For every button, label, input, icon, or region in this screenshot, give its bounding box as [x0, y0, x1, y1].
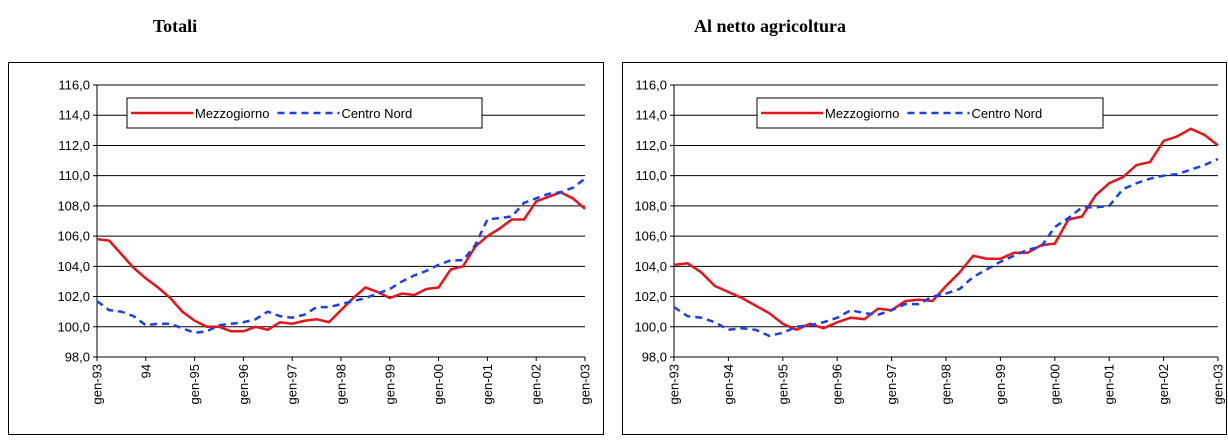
y-tick-label: 104,0: [634, 259, 667, 274]
x-tick-label: gen-03: [1211, 364, 1226, 404]
y-tick-label: 108,0: [634, 198, 667, 213]
x-tick-label: gen-00: [431, 364, 446, 404]
x-tick-label: gen-01: [480, 364, 495, 404]
y-tick-label: 102,0: [634, 289, 667, 304]
panel-frame: [8, 62, 604, 435]
y-tick-label: 98,0: [642, 350, 667, 365]
data-line: [673, 127, 1219, 332]
x-tick-label: gen-97: [884, 364, 899, 404]
x-tick-label: gen-03: [578, 364, 593, 404]
x-tick-label: gen-02: [529, 364, 544, 404]
chart-title: Al netto agricoltura: [694, 16, 846, 36]
x-tick-label: gen-97: [285, 364, 300, 404]
y-tick-label: 108,0: [57, 198, 90, 213]
y-tick-label: 98,0: [65, 350, 90, 365]
chart-title: Totali: [153, 16, 197, 36]
x-tick-label: gen-96: [830, 364, 845, 404]
legend-label: Centro Nord: [341, 106, 412, 121]
x-tick-label: gen-95: [187, 364, 202, 404]
legend-label: Mezzogiorno: [195, 106, 269, 121]
x-tick-label: gen-01: [1102, 364, 1117, 404]
panel-frame: [622, 62, 1227, 435]
y-tick-label: 102,0: [57, 289, 90, 304]
y-tick-label: 104,0: [57, 259, 90, 274]
x-tick-label: gen-98: [334, 364, 349, 404]
data-line: [673, 157, 1219, 338]
x-tick-label: gen-02: [1156, 364, 1171, 404]
y-tick-label: 106,0: [57, 229, 90, 244]
y-tick-label: 110,0: [635, 168, 667, 183]
y-tick-label: 114,0: [635, 108, 667, 123]
y-tick-label: 106,0: [634, 229, 667, 244]
x-tick-label: gen-96: [236, 364, 251, 404]
y-tick-label: 116,0: [635, 78, 667, 93]
x-tick-label: gen-93: [90, 364, 105, 404]
x-tick-label: gen-95: [775, 364, 790, 404]
y-tick-label: 110,0: [58, 168, 90, 183]
x-tick-label: gen-98: [939, 364, 954, 404]
y-tick-label: 116,0: [58, 78, 90, 93]
data-line: [96, 190, 586, 333]
x-tick-label: gen-99: [993, 364, 1008, 404]
y-tick-label: 112,0: [58, 138, 90, 153]
legend-label: Mezzogiorno: [825, 106, 899, 121]
y-tick-label: 100,0: [57, 319, 90, 334]
x-tick-label: gen-00: [1047, 364, 1062, 404]
x-tick-label: gen-99: [382, 364, 397, 404]
y-tick-label: 100,0: [634, 319, 667, 334]
x-tick-label: 94: [138, 364, 153, 378]
y-tick-label: 114,0: [58, 108, 90, 123]
legend-label: Centro Nord: [971, 106, 1042, 121]
x-tick-label: gen-93: [667, 364, 682, 404]
data-line: [96, 177, 586, 335]
y-tick-label: 112,0: [635, 138, 667, 153]
x-tick-label: gen-94: [721, 364, 736, 404]
